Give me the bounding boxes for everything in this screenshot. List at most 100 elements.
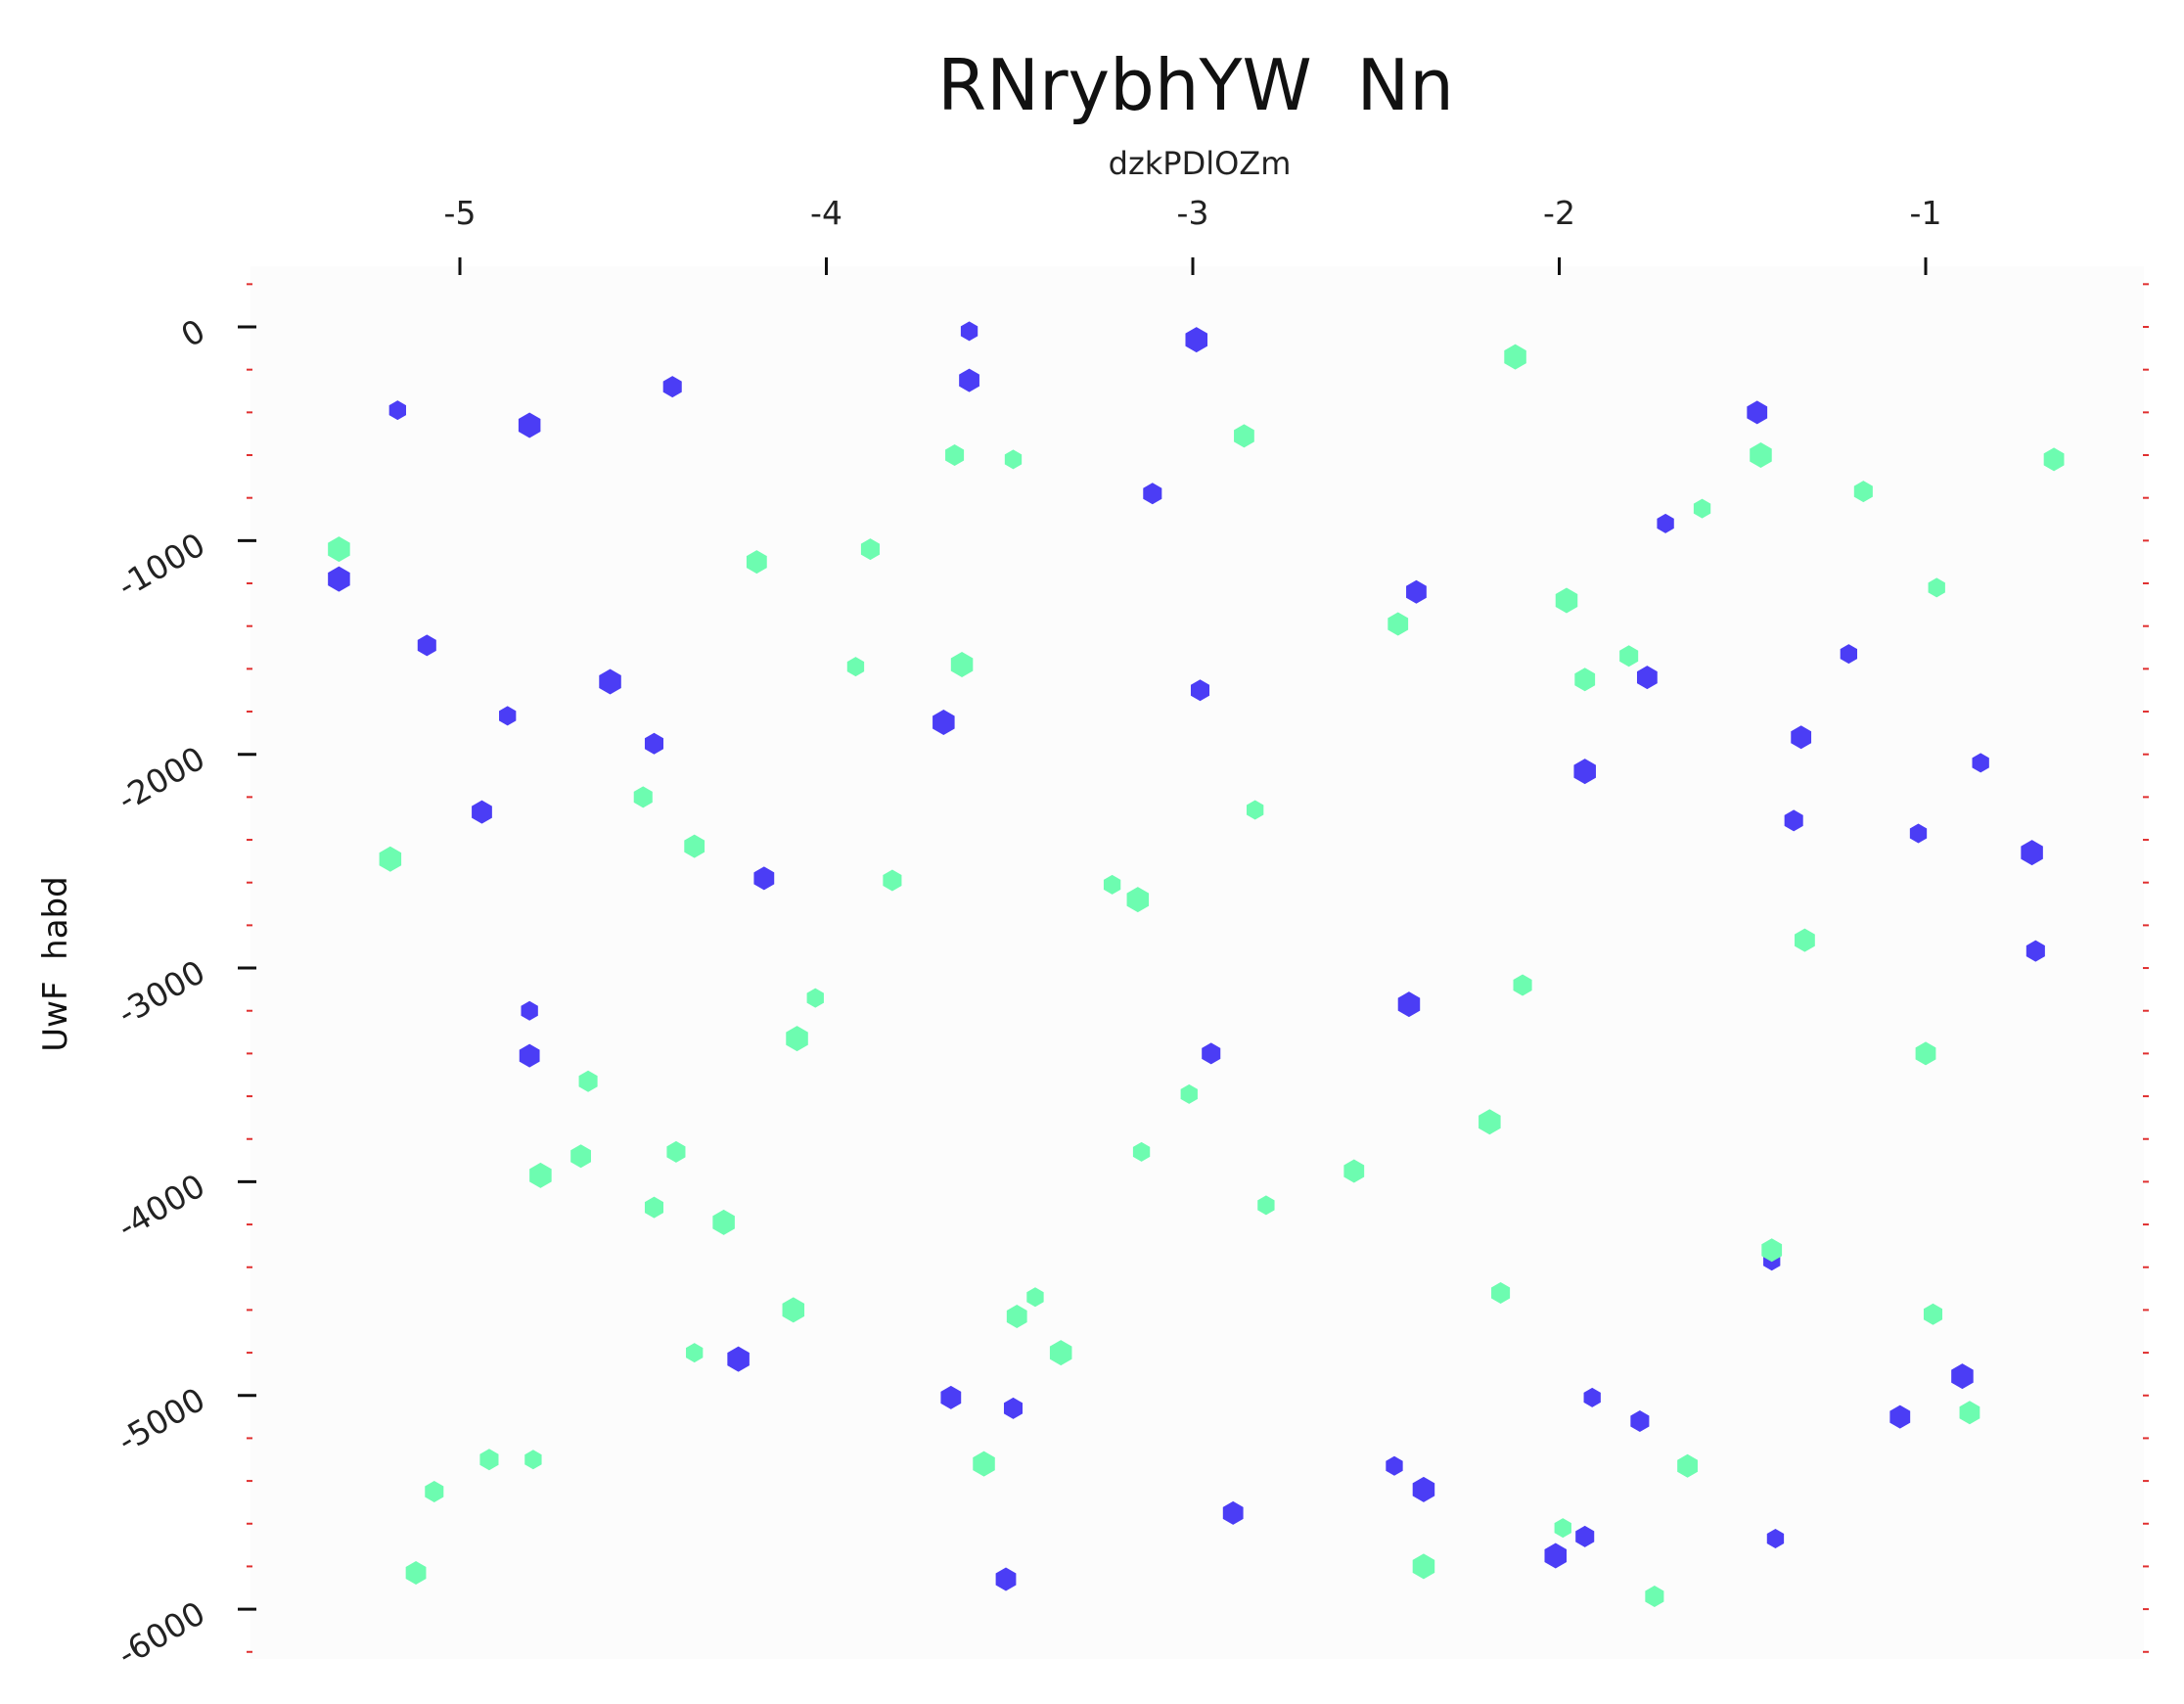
data-point-series-1 <box>599 668 621 695</box>
data-point-series-2 <box>686 1343 704 1363</box>
data-point-series-1 <box>1784 809 1803 832</box>
data-point-series-1 <box>1143 483 1162 505</box>
data-point-series-2 <box>1915 1041 1936 1066</box>
data-point-series-1 <box>1657 513 1674 533</box>
data-point-series-2 <box>1004 449 1023 470</box>
data-point-series-2 <box>529 1162 552 1188</box>
x-tick-label: -2 <box>1543 194 1575 232</box>
data-point-series-2 <box>786 1026 808 1052</box>
data-point-series-2 <box>1619 645 1639 668</box>
data-point-series-2 <box>806 988 824 1008</box>
data-points <box>328 321 2065 1607</box>
data-point-series-2 <box>1574 668 1596 692</box>
data-point-series-1 <box>1544 1543 1568 1569</box>
data-point-series-1 <box>1386 1455 1403 1476</box>
data-point-series-1 <box>1190 679 1210 702</box>
data-point-series-1 <box>1747 400 1768 425</box>
data-point-series-1 <box>1412 1476 1435 1502</box>
data-point-series-2 <box>1693 498 1711 519</box>
data-point-series-2 <box>405 1560 427 1585</box>
data-point-series-2 <box>1132 1141 1151 1162</box>
data-point-series-2 <box>479 1449 499 1471</box>
data-point-series-1 <box>499 706 517 726</box>
data-point-series-1 <box>1636 666 1658 690</box>
data-point-series-2 <box>1513 974 1532 996</box>
data-point-series-1 <box>727 1346 750 1372</box>
y-axis-label: UwF habd <box>36 876 75 1051</box>
data-point-series-2 <box>1388 612 1409 636</box>
data-point-series-1 <box>1840 644 1858 665</box>
data-point-series-2 <box>1677 1453 1698 1478</box>
data-point-series-2 <box>1412 1553 1435 1580</box>
data-point-series-2 <box>633 786 653 808</box>
x-tick-label: -1 <box>1910 194 1942 232</box>
data-point-series-1 <box>662 376 682 398</box>
data-point-series-2 <box>1257 1195 1275 1216</box>
data-point-series-2 <box>570 1144 591 1169</box>
data-point-series-1 <box>1909 823 1928 844</box>
chart-title: RNrybhYW Nn <box>937 44 1454 126</box>
data-point-series-2 <box>1126 887 1150 913</box>
data-point-series-1 <box>933 709 955 735</box>
data-point-series-2 <box>1491 1281 1511 1304</box>
data-point-series-2 <box>1479 1109 1501 1135</box>
data-point-series-2 <box>1180 1083 1198 1104</box>
data-point-series-2 <box>746 550 767 575</box>
data-point-series-2 <box>950 651 974 677</box>
data-point-series-2 <box>1234 424 1254 448</box>
data-point-series-1 <box>940 1385 962 1409</box>
data-point-series-2 <box>684 834 705 858</box>
data-point-series-2 <box>712 1209 735 1235</box>
data-point-series-1 <box>644 732 664 755</box>
data-point-series-2 <box>883 869 902 892</box>
data-point-series-1 <box>1003 1397 1024 1419</box>
data-point-series-2 <box>578 1070 598 1092</box>
data-point-series-2 <box>973 1451 995 1477</box>
data-point-series-2 <box>1853 481 1873 503</box>
data-point-series-2 <box>846 657 865 677</box>
data-point-series-1 <box>1397 991 1421 1018</box>
data-point-series-1 <box>1972 753 1989 773</box>
data-point-series-1 <box>519 1043 540 1068</box>
y-axis: 0 -1000 -2000 -3000 -4000 -5000 -6000 <box>111 311 256 1674</box>
x-tick-label: -3 <box>1177 194 1209 232</box>
data-point-series-1 <box>2025 940 2045 962</box>
y-tick-label: -3000 <box>111 952 211 1033</box>
data-point-series-2 <box>1554 1518 1571 1539</box>
data-point-series-2 <box>1343 1159 1365 1183</box>
data-point-series-1 <box>328 566 350 592</box>
y-tick-label: -5000 <box>111 1380 211 1460</box>
data-point-series-1 <box>472 800 492 824</box>
x-tick-label: -4 <box>810 194 842 232</box>
data-point-series-1 <box>1766 1529 1785 1549</box>
data-point-series-2 <box>1928 577 1945 598</box>
data-point-series-2 <box>1247 800 1264 820</box>
data-point-series-2 <box>1006 1304 1027 1328</box>
data-point-series-2 <box>1049 1340 1072 1366</box>
data-point-series-1 <box>1222 1500 1244 1525</box>
x-axis-label: dzkPDlOZm <box>1109 145 1292 182</box>
data-point-series-2 <box>379 846 402 872</box>
data-point-series-1 <box>2021 840 2043 866</box>
data-point-series-1 <box>388 400 406 421</box>
data-point-series-2 <box>2043 447 2065 472</box>
data-point-series-1 <box>1202 1042 1221 1065</box>
data-point-series-2 <box>945 444 965 467</box>
y-tick-label: 0 <box>174 311 211 354</box>
y-tick-label: -2000 <box>111 739 211 819</box>
data-point-series-2 <box>1555 587 1578 614</box>
data-point-series-1 <box>1573 759 1596 785</box>
data-point-series-1 <box>417 634 436 657</box>
x-tick-label: -5 <box>444 194 477 232</box>
data-point-series-2 <box>1761 1238 1783 1263</box>
data-point-series-1 <box>518 412 541 438</box>
data-point-series-1 <box>1583 1387 1601 1407</box>
data-point-series-2 <box>425 1481 444 1503</box>
data-point-series-1 <box>1791 725 1812 750</box>
data-point-series-2 <box>782 1297 805 1323</box>
data-point-series-1 <box>960 321 978 342</box>
data-point-series-2 <box>328 536 350 563</box>
data-point-series-2 <box>1504 344 1526 370</box>
data-point-series-2 <box>524 1450 542 1470</box>
